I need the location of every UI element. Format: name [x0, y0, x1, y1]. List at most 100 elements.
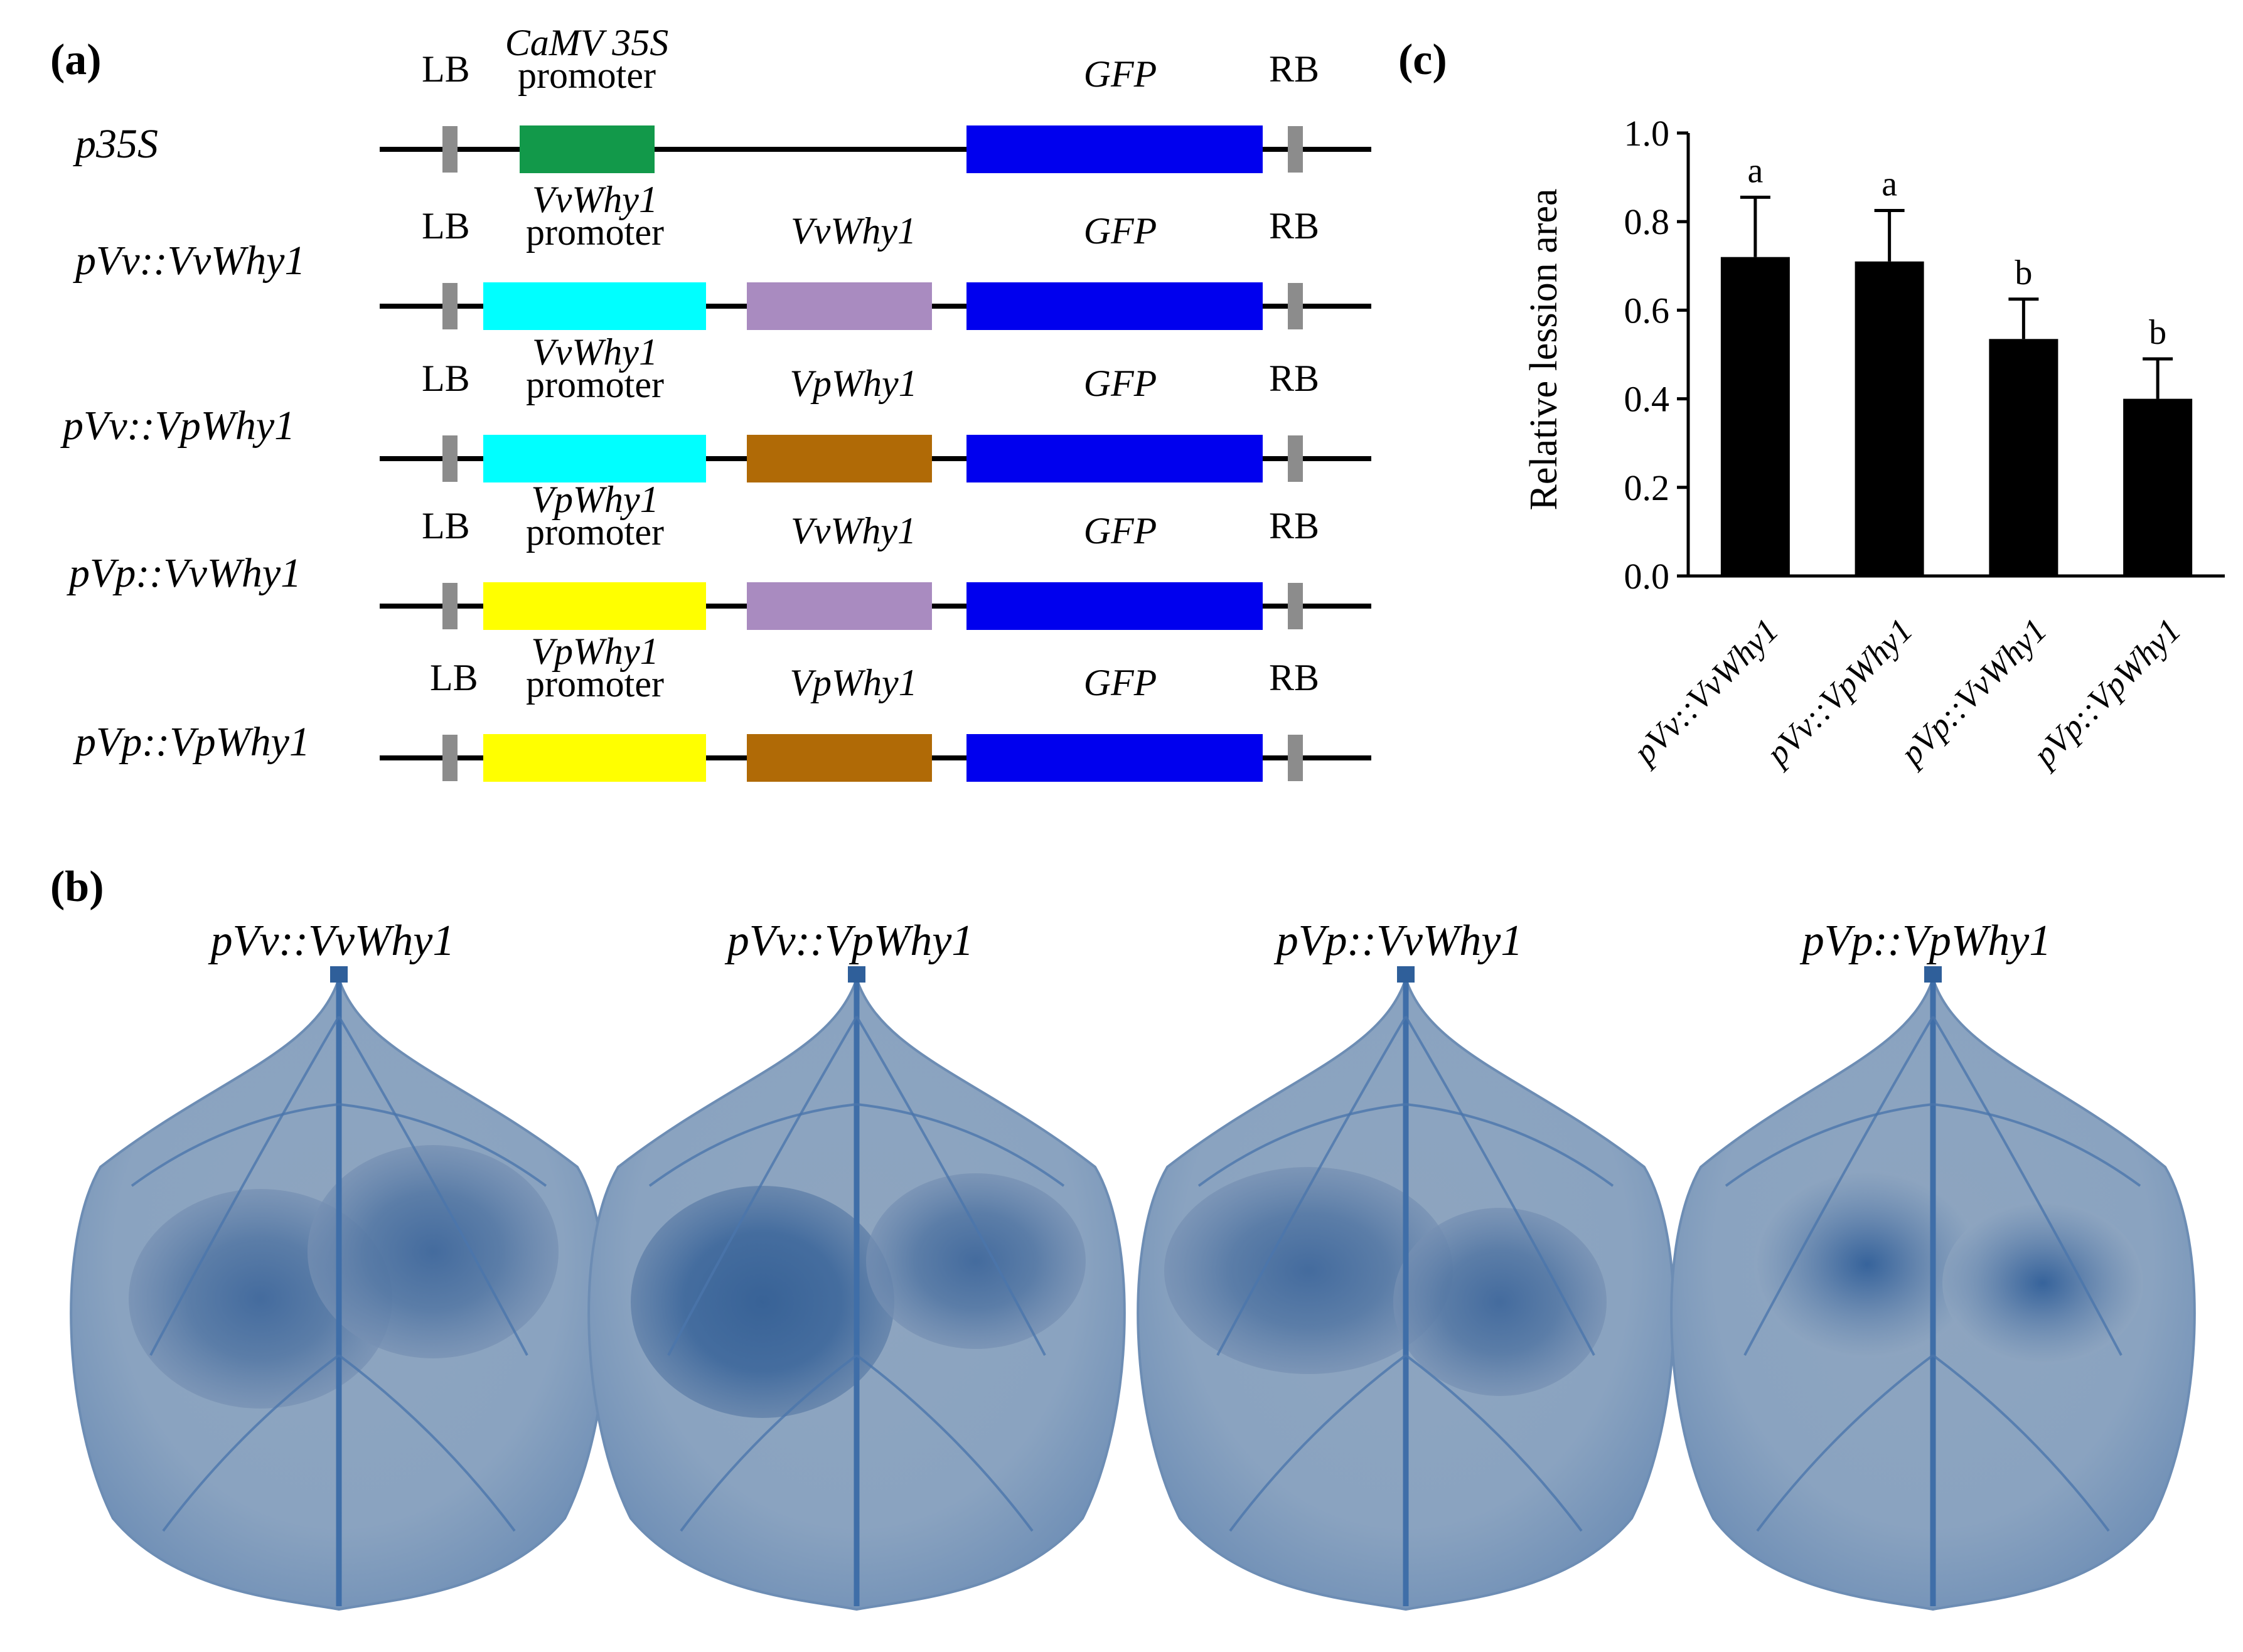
- leaf-vein: [162, 1354, 340, 1532]
- panel-label-b: (b): [50, 863, 104, 911]
- right-border: [1288, 283, 1303, 329]
- gene-label: VvWhy1: [791, 510, 916, 552]
- leaf-vein: [1229, 1354, 1407, 1532]
- gene-box: [747, 582, 932, 630]
- reporter-label: GFP: [1084, 510, 1157, 552]
- lesion-area: [308, 1145, 559, 1358]
- construct-name: pVv::VpWhy1: [60, 403, 295, 449]
- significance-letter: a: [1747, 151, 1763, 190]
- leaf-vein: [131, 1103, 340, 1187]
- right-border: [1288, 583, 1303, 629]
- promoter-name: VvWhy1: [532, 179, 658, 220]
- leaf-vein: [1216, 1015, 1407, 1356]
- petiole: [330, 966, 348, 983]
- rb-label: RB: [1269, 505, 1319, 546]
- lb-label: LB: [422, 505, 470, 546]
- leaf-vein: [648, 1103, 857, 1187]
- lb-label: LB: [422, 358, 470, 399]
- leaf-vein: [338, 1015, 528, 1356]
- construct-name: pVp::VvWhy1: [67, 550, 301, 596]
- leaf-vein: [1405, 1103, 1614, 1187]
- left-border: [442, 583, 458, 629]
- significance-letter: b: [2015, 253, 2032, 292]
- promoter-box: [483, 582, 706, 630]
- panel-label-c: (c): [1398, 36, 1447, 84]
- bar: [1720, 257, 1790, 576]
- reporter-box: [966, 734, 1263, 782]
- leaf-photo: pVp::VvWhy1: [1137, 917, 1675, 1611]
- lb-label: LB: [430, 657, 478, 698]
- y-tick-label: 0.4: [1624, 379, 1670, 420]
- lesion-area: [1393, 1208, 1607, 1396]
- leaf-vein: [1743, 1015, 1934, 1356]
- promoter-label: promoter: [526, 511, 664, 553]
- promoter-name: CaMV 35S: [505, 22, 669, 63]
- petiole: [1924, 966, 1942, 983]
- leaf-vein: [149, 1015, 340, 1356]
- rb-label: RB: [1269, 205, 1319, 247]
- y-tick-label: 0.0: [1624, 556, 1670, 597]
- reporter-box: [966, 125, 1263, 173]
- leaf-vein: [1405, 1354, 1583, 1532]
- leaf-vein: [1932, 1015, 2123, 1356]
- y-tick-label: 0.2: [1624, 467, 1670, 508]
- rb-label: RB: [1269, 358, 1319, 399]
- rb-label: RB: [1269, 657, 1319, 698]
- gene-box: [747, 282, 932, 330]
- leaf-vein: [338, 1354, 516, 1532]
- reporter-box: [966, 582, 1263, 630]
- promoter-name: VpWhy1: [531, 631, 658, 672]
- promoter-label: promoter: [526, 364, 664, 405]
- leaf-vein: [1725, 1103, 1934, 1187]
- lb-label: LB: [422, 48, 470, 90]
- gene-label: VpWhy1: [790, 662, 917, 703]
- leaf-vein: [1932, 1354, 2110, 1532]
- bar-chart: Relative lession area 0.0 0.2 0.4 0.6 0.8 1.0…: [1523, 113, 2225, 775]
- leaf-vein: [855, 1015, 1046, 1356]
- promoter-label: promoter: [518, 55, 656, 96]
- left-border: [442, 283, 458, 329]
- left-border: [442, 735, 458, 781]
- leaf-vein: [680, 1354, 858, 1532]
- leaf-photo: pVv::VpWhy1: [587, 917, 1126, 1611]
- bar: [1989, 339, 2058, 576]
- y-tick-label: 1.0: [1624, 113, 1670, 154]
- bar: [2123, 398, 2193, 576]
- bar: [1855, 261, 1924, 576]
- leaf-vein: [667, 1015, 858, 1356]
- right-border: [1288, 126, 1303, 173]
- construct-name: pVv::VvWhy1: [73, 238, 305, 284]
- lesion-area: [1942, 1202, 2143, 1365]
- panel-label-a: (a): [50, 36, 102, 84]
- gene-label: VvWhy1: [791, 210, 916, 252]
- gene-box: [747, 435, 932, 482]
- leaf-title: pVv::VvWhy1: [208, 917, 455, 965]
- petiole: [848, 966, 865, 983]
- leaf-vein: [1197, 1103, 1406, 1187]
- reporter-label: GFP: [1084, 363, 1157, 404]
- promoter-name: VpWhy1: [531, 479, 658, 520]
- promoter-name: VvWhy1: [532, 331, 658, 373]
- leaf-vein: [1932, 1103, 2141, 1187]
- y-axis-title: Relative lession area: [1523, 188, 1565, 510]
- promoter-label: promoter: [526, 663, 664, 705]
- leaf-photo: pVp::VpWhy1: [1670, 917, 2196, 1611]
- promoter-box: [483, 435, 706, 482]
- lesion-area: [866, 1173, 1086, 1349]
- reporter-label: GFP: [1084, 53, 1157, 95]
- leaf-title: pVv::VpWhy1: [724, 917, 974, 965]
- leaf-photo: pVv::VvWhy1: [70, 917, 608, 1611]
- significance-letter: a: [1882, 165, 1897, 204]
- petiole: [1397, 966, 1415, 983]
- reporter-box: [966, 282, 1263, 330]
- significance-letter: b: [2149, 313, 2166, 352]
- leaf-vein: [856, 1103, 1065, 1187]
- rb-label: RB: [1269, 48, 1319, 90]
- promoter-label: promoter: [526, 211, 664, 253]
- construct-name: pVp::VpWhy1: [73, 719, 310, 765]
